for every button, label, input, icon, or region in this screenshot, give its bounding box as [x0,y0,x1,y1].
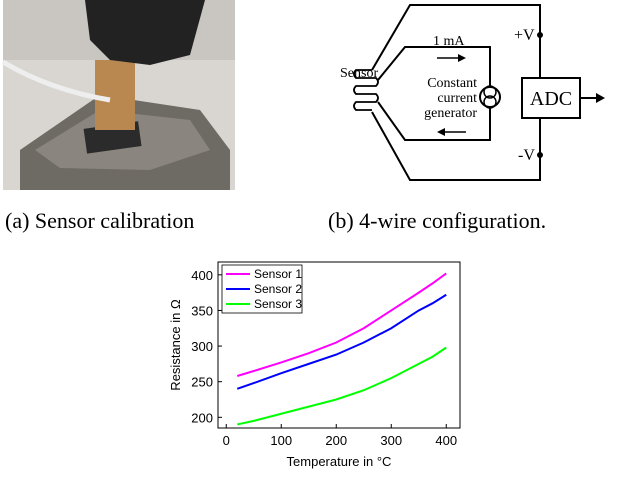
label: +V [514,27,535,44]
x-tick-label: 400 [435,433,457,448]
label: ADC [530,88,572,110]
x-tick-label: 0 [223,433,230,448]
label: generator [424,106,477,121]
y-tick-label: 300 [191,339,213,354]
x-tick-label: 200 [325,433,347,448]
y-tick-label: 250 [191,375,213,390]
circuit-diagram [353,4,598,181]
caption: (b) 4-wire configuration. [328,208,546,233]
series-line [236,272,447,377]
series-line [236,293,447,390]
arrowheads [437,32,605,158]
y-tick-label: 200 [191,410,213,425]
diagram-labels: Sensor 1 mA Constant current generator A… [340,27,572,164]
label: current [437,91,477,106]
label: -V [518,147,535,164]
y-tick-label: 400 [191,268,213,283]
x-tick-label: 300 [380,433,402,448]
label: 1 mA [433,34,465,49]
caption: (a) Sensor calibration [5,208,194,233]
y-tick-label: 350 [191,303,213,318]
chart: 0 100 200 300 400 200 250 300 350 400 Temperature … [168,261,461,469]
legend-label: Sensor 1 [254,267,302,281]
legend-label: Sensor 3 [254,297,302,311]
y-axis-label: Resistance in Ω [168,299,183,391]
label: Constant [427,76,477,91]
plot-frame [217,261,461,429]
photo [1,0,235,190]
legend-label: Sensor 2 [254,282,302,296]
series-line [237,346,447,426]
x-axis-label: Temperature in °C [287,454,392,469]
label: Sensor [340,66,378,81]
x-tick-label: 100 [270,433,292,448]
